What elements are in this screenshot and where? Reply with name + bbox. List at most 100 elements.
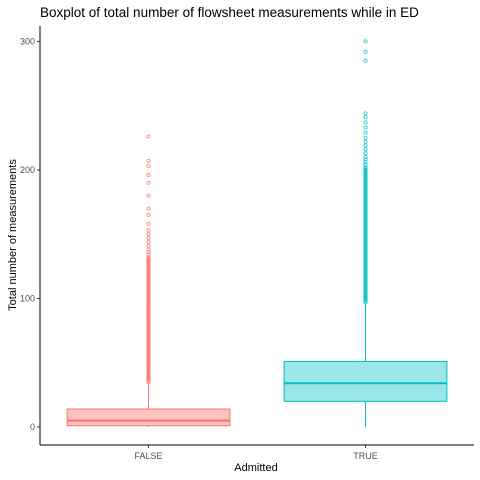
outlier-point-false [146, 355, 151, 360]
outlier-point-true [363, 252, 368, 257]
outlier-point-true [363, 157, 368, 162]
y-tick-label: 200 [20, 165, 35, 175]
box-group-false [66, 134, 231, 428]
outlier-point-true [363, 234, 368, 239]
outlier-point-true [363, 188, 368, 193]
outlier-point-true [363, 143, 368, 148]
outlier-point-false [146, 265, 151, 270]
outlier-point-false [146, 232, 151, 237]
outlier-point-true [363, 215, 368, 220]
outlier-point-true [363, 220, 368, 225]
outlier-point-false [146, 336, 151, 341]
outlier-point-true [363, 287, 368, 292]
outlier-point-false [146, 264, 151, 269]
outlier-point-false [146, 266, 151, 271]
outlier-point-true [363, 251, 368, 256]
outlier-point-true [363, 270, 368, 275]
outlier-point-true [363, 242, 368, 247]
y-tick-label: 100 [20, 293, 35, 303]
outlier-point-false [146, 314, 151, 319]
outlier-point-false [146, 309, 151, 314]
outlier-point-false [146, 310, 151, 315]
outlier-point-true [363, 256, 368, 261]
outlier-point-true [363, 182, 368, 187]
outlier-point-true [363, 187, 368, 192]
outlier-point-false [146, 360, 151, 365]
outlier-point-false [146, 291, 151, 296]
outlier-point-true [363, 273, 368, 278]
outlier-point-true [363, 283, 368, 288]
outlier-point-true [363, 245, 368, 250]
outlier-point-false [146, 255, 151, 260]
outlier-point-false [146, 340, 151, 345]
outlier-point-false [146, 320, 151, 325]
outlier-point-false [146, 358, 151, 363]
outlier-point-true [363, 227, 368, 232]
outlier-point-true [363, 193, 368, 198]
outlier-point-true [363, 178, 368, 183]
outlier-point-true [363, 202, 368, 207]
outlier-point-false [146, 290, 151, 295]
outlier-point-false [146, 327, 151, 332]
outlier-point-true [363, 173, 368, 178]
outlier-point-true [363, 147, 368, 152]
outlier-point-false [146, 284, 151, 289]
outlier-point-true [363, 292, 368, 297]
outlier-point-false [146, 378, 151, 383]
outlier-point-false [146, 334, 151, 340]
outlier-point-true [363, 223, 368, 228]
outlier-point-true [363, 166, 368, 171]
outlier-point-false [146, 346, 151, 351]
outlier-point-false [146, 305, 151, 310]
outlier-point-true [363, 212, 368, 217]
outlier-point-true [363, 269, 368, 274]
outlier-point-false [146, 377, 151, 382]
outlier-point-true [363, 130, 368, 135]
outlier-point-false [146, 363, 151, 368]
outlier-point-true [363, 209, 368, 214]
outlier-point-false [146, 277, 151, 282]
outlier-point-false [146, 221, 151, 226]
outlier-point-true [363, 115, 368, 120]
outlier-point-false [146, 274, 151, 279]
outlier-point-false [146, 374, 151, 379]
outlier-point-false [146, 228, 151, 233]
outlier-point-false [146, 180, 151, 185]
outlier-point-true [363, 165, 368, 170]
outlier-point-true [363, 281, 368, 286]
outlier-point-false [146, 263, 151, 268]
outlier-point-false [146, 356, 151, 361]
outlier-point-false [146, 193, 151, 198]
outlier-point-false [146, 316, 151, 322]
chart-marks [66, 39, 448, 428]
outlier-point-true [363, 174, 368, 179]
box-group-true [283, 39, 448, 428]
outlier-point-true [363, 207, 368, 212]
outlier-point-true [363, 279, 368, 284]
outlier-point-true [363, 125, 368, 130]
outlier-point-true [363, 243, 368, 248]
outlier-point-true [363, 167, 368, 173]
outlier-point-false [146, 283, 151, 288]
outlier-point-true [363, 169, 368, 174]
outlier-point-true [363, 265, 368, 270]
outlier-point-false [146, 286, 151, 291]
outlier-point-false [146, 134, 151, 139]
outlier-point-false [146, 341, 151, 346]
outlier-point-false [146, 158, 151, 164]
outlier-point-true [363, 171, 368, 176]
outlier-point-true [363, 232, 368, 237]
outlier-point-true [363, 259, 368, 264]
outlier-point-false [146, 236, 151, 241]
outlier-point-false [146, 302, 151, 307]
outlier-point-true [363, 203, 368, 208]
outlier-point-false [146, 313, 151, 318]
outlier-point-false [146, 307, 151, 313]
outlier-point-true [363, 151, 368, 156]
outlier-point-true [363, 277, 368, 282]
outlier-point-false [146, 278, 151, 283]
outlier-point-true [363, 230, 368, 235]
box-false [66, 408, 231, 427]
outlier-point-true [363, 250, 368, 255]
outlier-point-true [363, 197, 368, 202]
